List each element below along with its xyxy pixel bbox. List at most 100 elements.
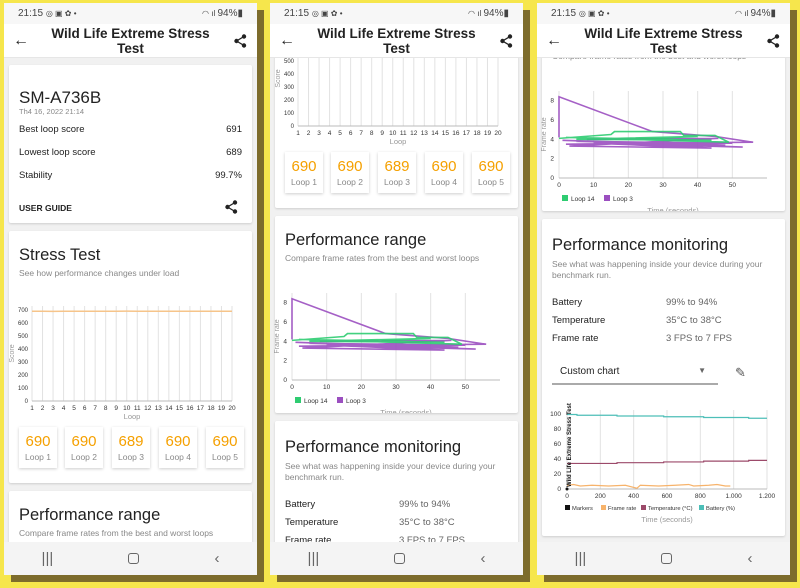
y-tick-label: 100 xyxy=(284,111,295,117)
monitoring-chart: 0 200 400 600 800 1.000 1.200 0 20 40 60 80 100 Wild … xyxy=(550,403,776,524)
back-arrow-icon[interactable]: ← xyxy=(13,31,29,49)
back-icon[interactable]: ‹ xyxy=(214,550,220,567)
x-tick-label: 16 xyxy=(186,405,194,412)
page-title: Wild Life Extreme Stress Test xyxy=(317,25,476,56)
x-tick-label: 1 xyxy=(296,130,300,137)
recent-apps-icon[interactable]: ||| xyxy=(307,550,320,567)
user-guide-link[interactable]: USER GUIDE xyxy=(19,203,72,213)
loop-score-tile[interactable]: 690 Loop 2 xyxy=(331,152,369,193)
x-tick-label: 8 xyxy=(104,405,108,412)
section-title: Performance monitoring xyxy=(285,438,462,456)
scroll-view[interactable]: Stress Test See how performance changes … xyxy=(270,58,523,545)
y-tick-label: 4 xyxy=(550,136,554,143)
loop-score: 690 xyxy=(431,158,457,175)
x-tick-label: 15 xyxy=(442,130,450,137)
loop-score: 690 xyxy=(25,433,51,450)
y-tick-label: 0 xyxy=(25,399,29,405)
x-tick-label: 17 xyxy=(463,130,471,137)
series-line xyxy=(566,483,731,489)
chart-type-dropdown[interactable]: Custom chart ▼ xyxy=(552,362,718,385)
x-tick-label: 1 xyxy=(30,405,34,412)
loop-score-tile[interactable]: 689 Loop 3 xyxy=(378,152,416,193)
x-tick-label: 6 xyxy=(83,405,87,412)
x-axis-label: Time (seconds) xyxy=(641,515,693,524)
x-tick-label: 8 xyxy=(370,130,374,137)
phone-screen: 21:15 ◎ ▣ ✿ • ◠ ıl 94%▮ ← Wild Life Extr… xyxy=(270,3,523,575)
pencil-icon[interactable]: ✎ xyxy=(735,365,746,380)
x-tick-label: 600 xyxy=(662,493,673,500)
loop-score-tile[interactable]: 689 Loop 3 xyxy=(112,427,150,468)
home-icon[interactable] xyxy=(661,553,673,564)
x-tick-label: 1.000 xyxy=(726,493,743,500)
share-icon[interactable] xyxy=(489,33,523,48)
legend-swatch xyxy=(565,505,570,510)
y-tick-label: 2 xyxy=(550,156,554,163)
legend-label: Loop 14 xyxy=(304,398,328,405)
x-tick-label: 20 xyxy=(228,405,236,412)
x-tick-label: 0 xyxy=(565,493,569,500)
frame-rate-chart: 0 10 20 30 40 50 0 2 4 6 8 Loop 14 Loop 3 Time (secon… xyxy=(541,91,767,211)
loop-score-tile[interactable]: 690 Loop 4 xyxy=(425,152,463,193)
loop-label: Loop 1 xyxy=(291,177,317,187)
monitor-row-label: Temperature xyxy=(285,517,339,528)
wifi-signal-icon: ◠ ıl xyxy=(468,9,484,18)
share-icon[interactable] xyxy=(223,33,257,48)
legend-label: Loop 3 xyxy=(613,196,633,203)
loop-score-tile[interactable]: 690 Loop 2 xyxy=(65,427,103,468)
score-row-value: 99.7% xyxy=(215,170,242,181)
legend-label: Loop 14 xyxy=(571,196,595,203)
home-icon[interactable] xyxy=(128,553,140,564)
loop-score-tile[interactable]: 690 Loop 4 xyxy=(159,427,197,468)
share-icon[interactable] xyxy=(756,33,790,48)
back-arrow-icon[interactable]: ← xyxy=(546,31,562,49)
navigation-bar: ||| ‹ xyxy=(537,542,790,575)
device-card: SM-A736B Th4 16, 2022 21:14 Best loop sco… xyxy=(9,65,252,223)
device-name: SM-A736B xyxy=(19,88,102,107)
home-icon[interactable] xyxy=(394,553,406,564)
y-axis-label: Score xyxy=(9,344,16,362)
share-icon[interactable] xyxy=(225,200,238,219)
battery-level: 94% xyxy=(217,8,238,19)
x-tick-label: 2 xyxy=(41,405,45,412)
recent-apps-icon[interactable]: ||| xyxy=(41,550,54,567)
loop-score-tile[interactable]: 690 Loop 1 xyxy=(285,152,323,193)
x-tick-label: 50 xyxy=(462,384,470,391)
recent-apps-icon[interactable]: ||| xyxy=(574,550,587,567)
section-subtitle: See how performance changes under load xyxy=(19,268,180,278)
x-tick-label: 11 xyxy=(400,130,407,137)
scroll-view[interactable]: Performance range Compare frame rates fr… xyxy=(537,58,790,545)
y-tick-label: 6 xyxy=(283,319,287,326)
legend-swatch xyxy=(562,195,568,201)
back-icon[interactable]: ‹ xyxy=(747,550,753,567)
navigation-bar: ||| ‹ xyxy=(270,542,523,575)
x-tick-label: 1.200 xyxy=(759,493,776,500)
battery-level: 94% xyxy=(483,8,504,19)
marker xyxy=(565,487,569,491)
page-title: Wild Life Extreme Stress Test xyxy=(584,25,743,56)
x-tick-label: 30 xyxy=(659,182,667,189)
legend-swatch xyxy=(641,505,646,510)
y-tick-label: 100 xyxy=(18,386,29,392)
y-tick-label: 100 xyxy=(550,411,561,418)
legend-label: Frame rate xyxy=(608,506,636,512)
x-tick-label: 800 xyxy=(695,493,706,500)
performance-monitoring-card: Performance monitoring See what was happ… xyxy=(275,421,518,545)
chevron-down-icon: ▼ xyxy=(698,366,706,375)
back-arrow-icon[interactable]: ← xyxy=(279,31,295,49)
y-tick-label: 300 xyxy=(284,85,295,91)
back-icon[interactable]: ‹ xyxy=(480,550,486,567)
y-tick-label: 20 xyxy=(554,471,562,478)
monitor-row-value: 99% to 94% xyxy=(399,499,451,510)
loop-score-tile[interactable]: 690 Loop 5 xyxy=(206,427,244,468)
x-axis-label: Time (seconds) xyxy=(380,408,432,413)
legend-swatch xyxy=(337,397,343,403)
monitor-row-label: Temperature xyxy=(552,315,606,326)
scroll-view[interactable]: SM-A736B Th4 16, 2022 21:14 Best loop sco… xyxy=(4,58,257,545)
loop-score-tile[interactable]: 690 Loop 1 xyxy=(19,427,57,468)
notification-icons: ◎ ▣ ✿ • xyxy=(578,9,610,18)
x-axis-label: Time (seconds) xyxy=(647,206,699,211)
section-subtitle: Compare frame rates from the best and wo… xyxy=(552,58,746,61)
loop-score-tile[interactable]: 690 Loop 5 xyxy=(472,152,510,193)
x-tick-label: 7 xyxy=(93,405,97,412)
stress-test-chart: 1 2 3 4 5 6 7 8 9 10 11 12 13 14 15 16 17 18 19 20010020030… xyxy=(275,58,502,146)
